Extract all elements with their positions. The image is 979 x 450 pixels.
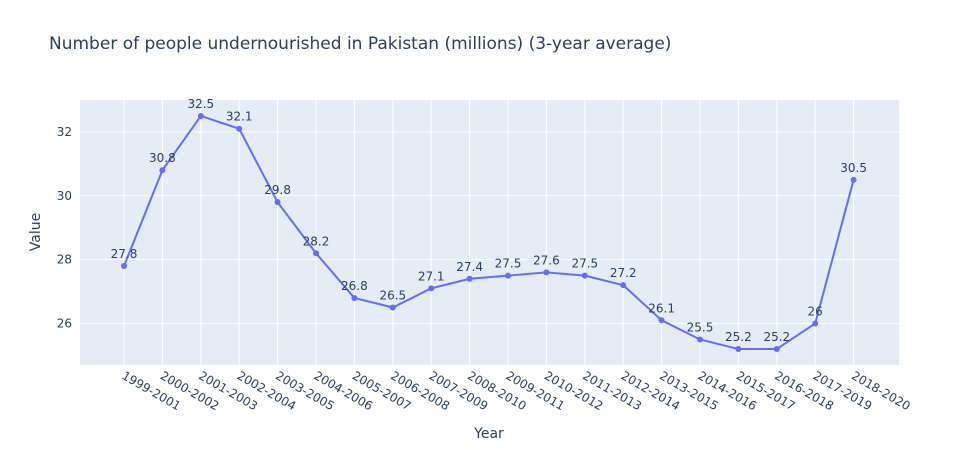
data-label: 26.5 [379,289,406,303]
data-point [773,346,780,353]
data-point [351,294,358,301]
data-point [697,336,703,343]
series-line [123,114,855,351]
data-point [428,285,435,292]
y-tick-label: 30 [57,189,72,203]
data-point [466,275,473,282]
data-point [620,282,627,289]
y-tick-label: 32 [57,125,72,139]
chart-title: Number of people undernourished in Pakis… [49,34,672,54]
data-point [121,263,127,270]
data-label: 25.2 [763,330,790,344]
gridlines [80,100,899,365]
data-label: 28.2 [303,234,330,248]
data-labels: 27.8 30.8 32.5 32.1 29.8 28.2 26.8 26.5 27.1 27.4… [111,97,867,344]
data-label: 27.4 [456,260,483,274]
data-label: 29.8 [264,183,291,197]
data-label: 27.5 [495,257,522,271]
data-label: 30.8 [149,151,176,165]
data-label: 27.6 [533,253,560,267]
y-axis-ticks: 26 28 30 32 [57,125,72,331]
data-point [197,112,204,119]
data-label: 25.5 [687,320,714,334]
data-label: 32.5 [187,97,214,111]
data-label: 32.1 [226,110,253,124]
data-label: 27.2 [610,266,637,280]
data-label: 26.1 [648,301,675,315]
y-tick-label: 26 [57,316,72,330]
data-point [159,167,166,174]
data-point [581,272,588,279]
x-axis-title: Year [473,426,504,442]
data-point [505,272,511,279]
plot-background [80,100,899,365]
data-label: 26.8 [341,279,368,293]
x-axis-ticks: 1999-20012000-20022001-20032002-20042003… [120,368,913,413]
data-label: 27.1 [418,269,445,283]
data-point [812,320,819,327]
data-point [735,346,742,353]
data-point [236,125,243,132]
data-label: 26 [808,304,823,318]
data-point [658,317,665,324]
data-point [850,176,857,183]
data-point [274,199,281,206]
data-point [313,250,319,257]
data-point [389,304,396,311]
data-label: 27.5 [571,257,598,271]
data-label: 25.2 [725,330,752,344]
data-points [121,112,857,353]
y-tick-label: 28 [57,253,72,267]
y-axis-title: Value [28,213,44,251]
data-label: 27.8 [111,247,138,261]
data-point [543,269,550,276]
data-label: 30.5 [840,161,867,175]
